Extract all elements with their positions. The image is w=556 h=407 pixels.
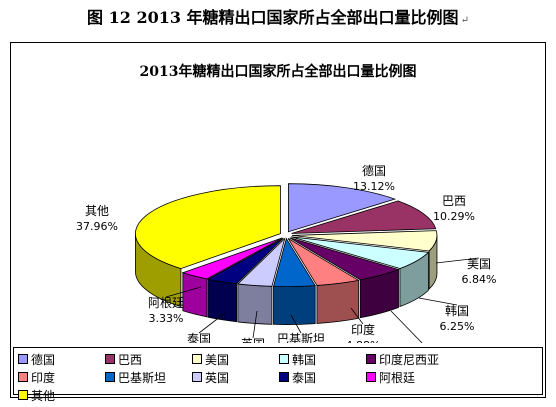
slice-label-8: 泰国 bbox=[187, 332, 211, 343]
pie-slice-side-5 bbox=[316, 279, 359, 324]
legend-swatch-9 bbox=[366, 372, 376, 382]
pie-slice-4 bbox=[289, 237, 400, 281]
pie-slice-6 bbox=[272, 237, 316, 287]
legend-item-3: 韩国 bbox=[279, 350, 366, 368]
leader-line-9 bbox=[165, 286, 202, 298]
slice-value-10: 37.96% bbox=[76, 220, 118, 233]
legend-swatch-5 bbox=[18, 372, 28, 382]
slice-label-9: 阿根廷 bbox=[148, 296, 184, 310]
pie-slice-5 bbox=[287, 238, 360, 286]
leader-line-8 bbox=[198, 312, 226, 334]
slice-value-1: 10.29% bbox=[433, 210, 475, 223]
legend-label-6: 巴基斯坦 bbox=[118, 370, 167, 385]
pie-slice-side-9 bbox=[182, 272, 208, 318]
legend-swatch-6 bbox=[105, 372, 115, 382]
legend-label-2: 美国 bbox=[205, 352, 230, 367]
pie-slice-10 bbox=[135, 185, 281, 269]
legend-label-10: 其他 bbox=[31, 388, 56, 403]
slice-label-1: 巴西 bbox=[442, 194, 466, 208]
slice-label-0: 德国 bbox=[362, 163, 386, 178]
legend-item-4: 印度尼西亚 bbox=[366, 350, 453, 368]
pie-slice-7 bbox=[236, 237, 286, 287]
chart-frame: 2013年糖精出口国家所占全部出口量比例图 德国 13.12% 巴西 10.29% 美国… bbox=[10, 42, 546, 403]
leader-line-5 bbox=[350, 307, 364, 325]
legend-swatch-7 bbox=[192, 372, 202, 382]
legend-label-4: 印度尼西亚 bbox=[379, 352, 440, 367]
legend-swatch-1 bbox=[105, 354, 115, 364]
legend-swatch-0 bbox=[18, 354, 28, 364]
legend-label-1: 巴西 bbox=[118, 352, 143, 367]
slice-label-5: 印度 bbox=[351, 322, 375, 337]
slice-value-9: 3.33% bbox=[149, 312, 184, 325]
pie-slice-2 bbox=[291, 230, 438, 252]
legend-label-8: 泰国 bbox=[292, 370, 317, 385]
pie-slice-1 bbox=[291, 200, 437, 234]
pie-chart: 2013年糖精出口国家所占全部出口量比例图 德国 13.12% 巴西 10.29% 美国… bbox=[76, 63, 497, 343]
slice-label-3: 韩国 bbox=[445, 303, 469, 318]
slice-label-4: 印度尼西亚 bbox=[393, 342, 453, 343]
slice-value-5: 4.88% bbox=[346, 339, 381, 343]
legend-item-9: 阿根廷 bbox=[366, 368, 453, 386]
slice-value-3: 6.25% bbox=[440, 320, 475, 333]
legend-item-2: 美国 bbox=[192, 350, 279, 368]
legend-swatch-4 bbox=[366, 354, 376, 364]
legend-item-1: 巴西 bbox=[105, 350, 192, 368]
slice-label-7: 英国 bbox=[241, 337, 265, 343]
legend-label-7: 英国 bbox=[205, 370, 230, 385]
chart-title: 2013年糖精出口国家所占全部出口量比例图 bbox=[140, 63, 417, 80]
pie-slice-8 bbox=[206, 237, 284, 285]
legend-item-10: 其他 bbox=[18, 386, 105, 404]
pie-slice-3 bbox=[291, 236, 430, 269]
leader-line-7 bbox=[252, 310, 258, 339]
legend-item-6: 巴基斯坦 bbox=[105, 368, 192, 386]
pie-slice-side-7 bbox=[237, 283, 273, 325]
legend-item-8: 泰国 bbox=[279, 368, 366, 386]
figure-caption-text: 图 12 2013 年糖精出口国家所占全部出口量比例图 bbox=[87, 8, 459, 27]
legend-swatch-2 bbox=[192, 354, 202, 364]
legend-item-0: 德国 bbox=[18, 350, 105, 368]
slice-value-0: 13.12% bbox=[353, 180, 395, 193]
leader-line-2 bbox=[435, 257, 480, 264]
legend-swatch-3 bbox=[279, 354, 289, 364]
pie-slice-0 bbox=[288, 183, 397, 233]
legend-label-0: 德国 bbox=[31, 352, 56, 367]
legend-item-7: 英国 bbox=[192, 368, 279, 386]
legend-label-9: 阿根廷 bbox=[379, 370, 416, 385]
leader-line-4 bbox=[390, 310, 423, 343]
slice-label-2: 美国 bbox=[467, 257, 491, 271]
legend-swatch-10 bbox=[18, 390, 28, 400]
paragraph-mark: ↵ bbox=[460, 15, 469, 26]
pie-slice-side-6 bbox=[273, 285, 316, 325]
slice-label-10: 其他 bbox=[85, 204, 109, 218]
legend-item-5: 印度 bbox=[18, 368, 105, 386]
legend-swatch-8 bbox=[279, 372, 289, 382]
figure-caption: 图 12 2013 年糖精出口国家所占全部出口量比例图 ↵ bbox=[0, 4, 556, 28]
legend-label-3: 韩国 bbox=[292, 352, 317, 367]
leader-line-6 bbox=[290, 314, 302, 334]
slice-label-6: 巴基斯坦 bbox=[277, 332, 325, 343]
leader-line-3 bbox=[418, 297, 458, 306]
slice-value-2: 6.84% bbox=[462, 273, 497, 286]
legend-label-5: 印度 bbox=[31, 370, 56, 385]
pie-slice-9 bbox=[181, 237, 283, 280]
chart-legend: 德国 巴西 美国 韩国 印度尼西亚印度 巴基斯坦 英国 泰国 阿根廷其他 bbox=[13, 347, 543, 403]
